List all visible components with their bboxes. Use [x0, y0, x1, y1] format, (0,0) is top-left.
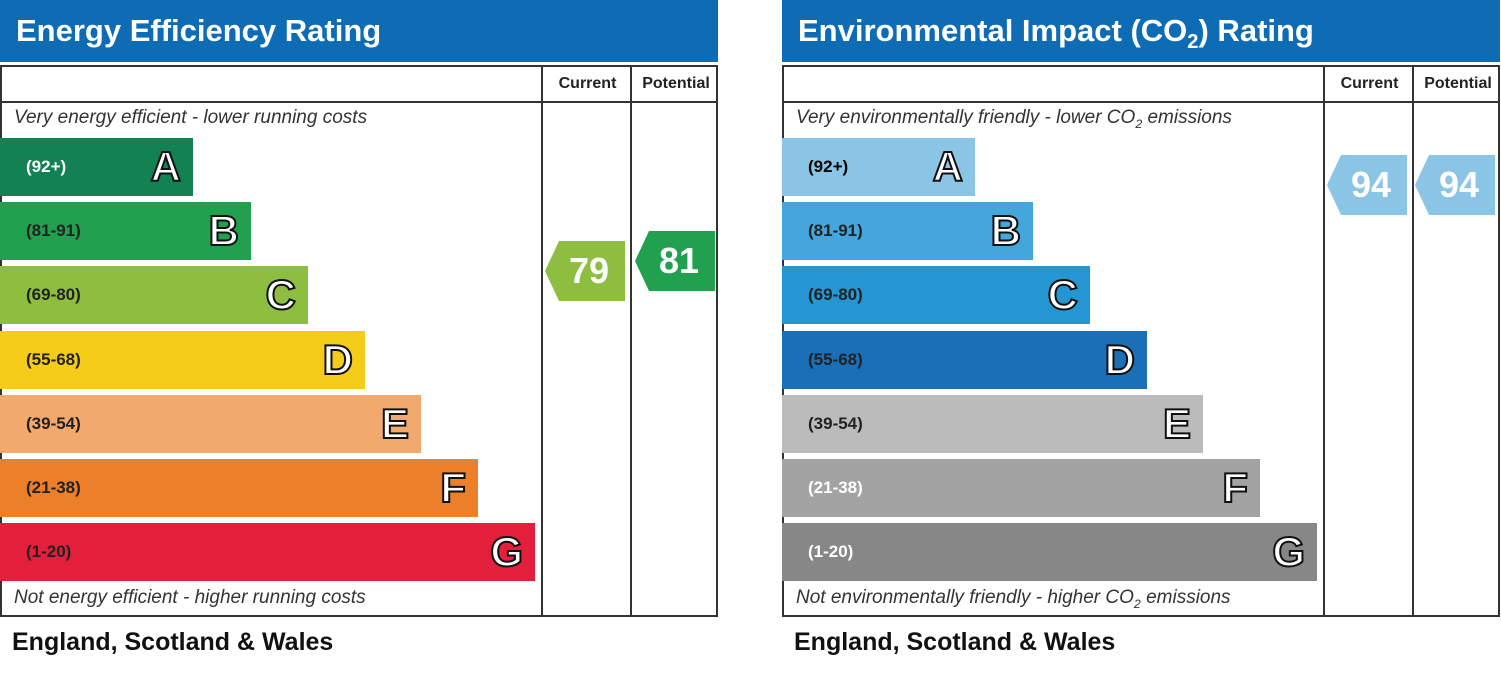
band-range: (69-80): [808, 285, 863, 304]
rating-band: (81-91) B: [0, 202, 251, 260]
potential-rating: 94: [1415, 155, 1495, 215]
rating-table: Current Potential: [0, 65, 718, 617]
text: Very environmentally friendly - lower CO: [796, 107, 1136, 128]
rating-band: (1-20) G: [0, 523, 535, 581]
rating-band: (69-80) C: [782, 266, 1090, 324]
band-range: (55-68): [26, 350, 81, 369]
text: Energy Efficiency Rating: [16, 13, 382, 48]
column-header: Current: [1323, 67, 1414, 101]
column-header: Current: [541, 67, 632, 101]
footer: England, Scotland & Wales: [794, 628, 1116, 656]
band-letter: G: [1271, 527, 1306, 576]
band-range: (81-91): [26, 221, 81, 240]
band-range: (39-54): [808, 414, 863, 433]
column-rule: [541, 101, 543, 615]
rating-band: (69-80) C: [0, 266, 308, 324]
text: emissions: [1142, 107, 1232, 128]
band-range: (92+): [26, 157, 67, 176]
rating-band: (39-54) E: [0, 395, 421, 453]
panel: Environmental Impact (CO2) Rating Current…: [782, 0, 1500, 675]
subscript: 2: [1133, 596, 1141, 611]
band-letter: E: [1162, 399, 1192, 448]
band-letter: B: [208, 206, 240, 255]
band-letter: C: [265, 270, 297, 319]
potential-rating: 81: [635, 231, 715, 291]
top-note: Very energy efficient - lower running co…: [14, 107, 367, 129]
rating-band: (81-91) B: [782, 202, 1033, 260]
text: Environmental Impact (CO: [798, 13, 1188, 48]
band-letter: C: [1047, 270, 1079, 319]
band-range: (39-54): [26, 414, 81, 433]
text: Not environmentally friendly - higher CO: [796, 587, 1134, 608]
text: Not energy efficient - higher running co…: [14, 587, 366, 608]
column-header: Potential: [630, 67, 720, 101]
current-rating: 79: [545, 241, 625, 301]
column-header: Potential: [1412, 67, 1501, 101]
rating-band: (21-38) F: [0, 459, 478, 517]
panel-title: Energy Efficiency Rating: [0, 0, 718, 62]
band-range: (1-20): [808, 542, 854, 561]
band-letter: D: [1104, 335, 1136, 384]
column-rule: [1323, 101, 1325, 615]
band-range: (81-91): [808, 221, 863, 240]
panel-title: Environmental Impact (CO2) Rating: [782, 0, 1500, 62]
band-letter: A: [150, 142, 182, 191]
subscript: 2: [1135, 116, 1143, 131]
band-letter: F: [1221, 463, 1249, 512]
band-letter: A: [932, 142, 964, 191]
panel: Energy Efficiency Rating Current Potential…: [0, 0, 718, 675]
subscript: 2: [1187, 31, 1199, 54]
text: Very energy efficient - lower running co…: [14, 107, 368, 128]
footer: England, Scotland & Wales: [12, 628, 334, 656]
rating-band: (55-68) D: [0, 331, 365, 389]
column-rule: [1412, 101, 1414, 615]
text: ) Rating: [1198, 13, 1314, 48]
band-range: (55-68): [808, 350, 863, 369]
band-range: (1-20): [26, 542, 72, 561]
band-range: (21-38): [26, 478, 81, 497]
band-letter: B: [990, 206, 1022, 255]
rating-band: (92+) A: [782, 138, 975, 196]
band-letter: E: [380, 399, 410, 448]
text: emissions: [1140, 587, 1231, 608]
column-rule: [630, 101, 632, 615]
rating-band: (92+) A: [0, 138, 193, 196]
rating-band: (39-54) E: [782, 395, 1203, 453]
bottom-note: Not energy efficient - higher running co…: [14, 587, 366, 609]
current-rating: 94: [1327, 155, 1407, 215]
rating-band: (21-38) F: [782, 459, 1260, 517]
top-note: Very environmentally friendly - lower CO…: [796, 107, 1232, 131]
header-rule: [2, 101, 718, 103]
bottom-note: Not environmentally friendly - higher CO…: [796, 587, 1231, 611]
band-letter: G: [489, 527, 524, 576]
rating-band: (1-20) G: [782, 523, 1317, 581]
band-range: (92+): [808, 157, 849, 176]
band-letter: F: [439, 463, 467, 512]
band-letter: D: [322, 335, 354, 384]
rating-band: (55-68) D: [782, 331, 1147, 389]
header-rule: [784, 101, 1500, 103]
band-range: (69-80): [26, 285, 81, 304]
band-range: (21-38): [808, 478, 863, 497]
